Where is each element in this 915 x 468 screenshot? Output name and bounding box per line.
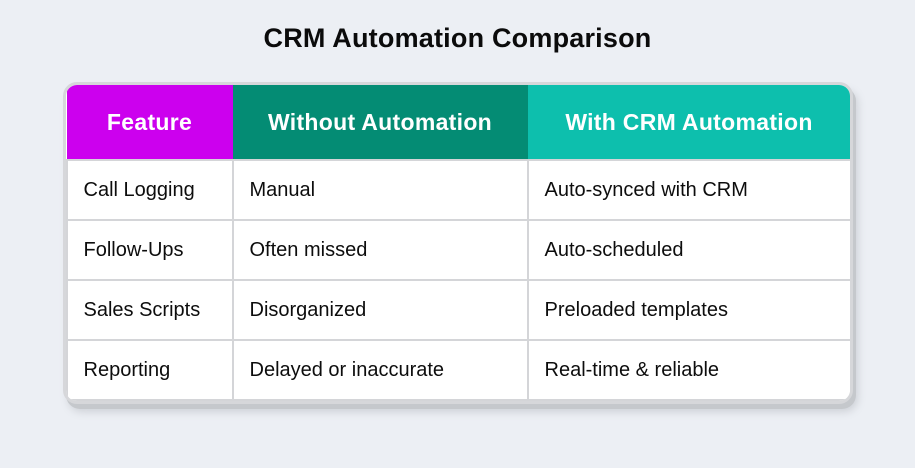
header-cell-feature: Feature (66, 85, 233, 160)
cell-feature: Sales Scripts (65, 279, 234, 341)
cell-feature: Reporting (65, 339, 234, 401)
table-row: Reporting Delayed or inaccurate Real-tim… (65, 339, 850, 401)
cell-without: Delayed or inaccurate (231, 339, 529, 401)
cell-feature: Follow-Ups (65, 219, 234, 281)
table-row: Call Logging Manual Auto-synced with CRM (65, 159, 850, 221)
comparison-table: Feature Without Automation With CRM Auto… (65, 85, 850, 401)
cell-without: Manual (231, 159, 529, 221)
cell-feature: Call Logging (65, 159, 234, 221)
cell-with: Preloaded templates (526, 279, 850, 341)
table-row: Follow-Ups Often missed Auto-scheduled (65, 219, 850, 281)
cell-with: Auto-scheduled (526, 219, 850, 281)
cell-without: Disorganized (231, 279, 529, 341)
cell-with: Real-time & reliable (526, 339, 850, 401)
table-row: Sales Scripts Disorganized Preloaded tem… (65, 279, 850, 341)
header-cell-with-crm-automation: With CRM Automation (527, 85, 850, 160)
cell-with: Auto-synced with CRM (526, 159, 850, 221)
comparison-table-card: Feature Without Automation With CRM Auto… (62, 82, 853, 404)
cell-without: Often missed (231, 219, 529, 281)
header-cell-without-automation: Without Automation (232, 85, 528, 160)
table-header-row: Feature Without Automation With CRM Auto… (66, 85, 850, 160)
page-title: CRM Automation Comparison (263, 23, 652, 53)
